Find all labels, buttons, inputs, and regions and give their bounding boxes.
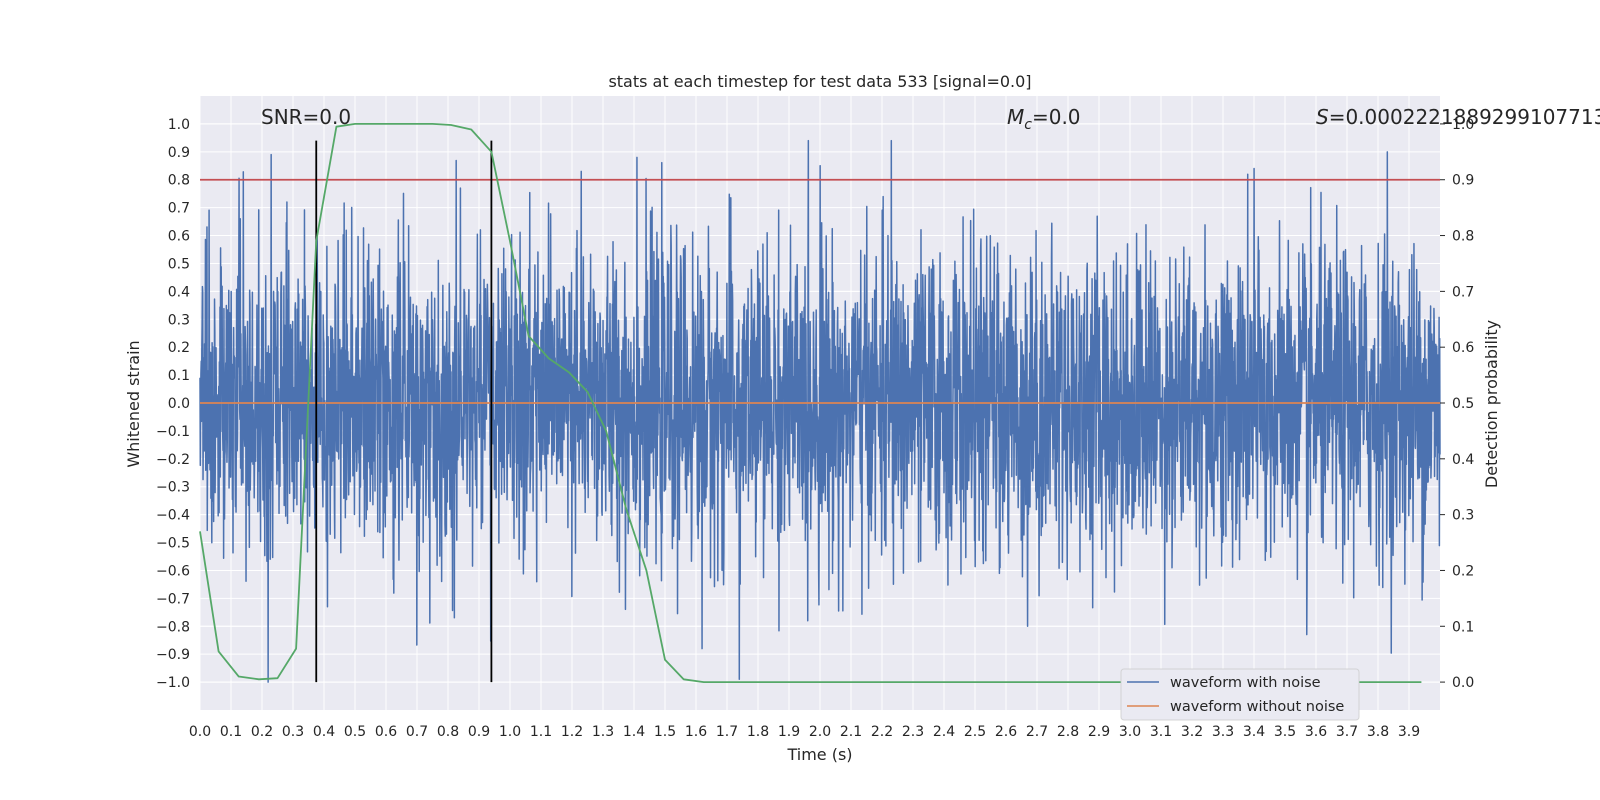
s-symbol: S [1316,105,1329,129]
y2-tick-label: 0.2 [1452,563,1474,579]
y2-tick-label: 0.3 [1452,508,1474,524]
x-tick-label: 0.4 [313,724,335,740]
x-tick-label: 1.9 [778,724,800,740]
y-tick-label: −0.9 [156,647,190,663]
x-tick-label: 2.3 [902,724,924,740]
mc-symbol: M [1007,105,1024,129]
x-tick-label: 1.3 [592,724,614,740]
y-tick-label: 0.5 [168,256,190,272]
y-tick-label: −0.7 [156,591,190,607]
y2-tick-label: 1.0 [1452,117,1474,133]
x-tick-label: 0.8 [437,724,459,740]
x-tick-label: 3.3 [1212,724,1234,740]
mc-subscript: c [1024,117,1032,133]
x-tick-label: 1.8 [747,724,769,740]
y-tick-label: −1.0 [156,675,190,691]
mc-value: =0.0 [1032,105,1081,129]
y2-tick-label: 0.1 [1452,619,1474,635]
y-tick-label: 0.3 [168,312,190,328]
x-tick-label: 0.2 [251,724,273,740]
y2-tick-label: 0.0 [1452,675,1474,691]
x-tick-label: 2.4 [933,724,955,740]
x-tick-label: 3.6 [1305,724,1327,740]
x-tick-label: 2.7 [1026,724,1048,740]
y2-tick-label: 0.9 [1452,173,1474,189]
x-tick-label: 1.4 [623,724,645,740]
y-tick-label: 0.1 [168,368,190,384]
legend-label-clean: waveform without noise [1170,699,1344,715]
x-axis-label: Time (s) [786,745,852,764]
y2-tick-label: 0.6 [1452,340,1474,356]
y-axis-label: Whitened strain [124,340,143,467]
x-tick-label: 1.7 [716,724,738,740]
legend-label-noise: waveform with noise [1170,675,1321,691]
x-tick-label: 2.0 [809,724,831,740]
y-tick-label: 0.8 [168,173,190,189]
legend-box [1120,668,1360,721]
y-tick-label: 0.4 [168,284,190,300]
s-annotation: S=0.00022218892991077134 [1316,105,1600,129]
y-tick-label: 0.7 [168,201,190,217]
x-tick-label: 2.1 [840,724,862,740]
y-tick-label: −0.8 [156,619,190,635]
x-tick-label: 1.5 [654,724,676,740]
x-tick-label: 2.2 [871,724,893,740]
x-tick-label: 0.3 [282,724,304,740]
x-tick-label: 3.4 [1243,724,1265,740]
noise-line [199,139,1441,683]
y2-tick-label: 0.5 [1452,396,1474,412]
x-tick-label: 3.1 [1150,724,1172,740]
y-ticks: 1.0 0.9 0.8 0.7 0.6 0.5 0.4 0.3 0.2 0.1 0.0 −0.1 −0.… [156,117,190,691]
y2-tick-label: 0.7 [1452,284,1474,300]
x-tick-label: 3.0 [1119,724,1141,740]
y2-axis-label: Detection probability [1482,320,1501,488]
x-tick-label: 1.0 [499,724,521,740]
x-tick-label: 3.5 [1274,724,1296,740]
y-tick-label: −0.2 [156,452,190,468]
chart-title: stats at each timestep for test data 533… [608,72,1031,91]
y2-tick-label: 0.8 [1452,229,1474,245]
x-tick-label: 0.7 [406,724,428,740]
y-tick-label: −0.1 [156,424,190,440]
x-tick-label: 3.7 [1336,724,1358,740]
probability-line [199,123,1422,683]
s-value: =0.00022218892991077134 [1329,105,1600,129]
x-ticks: 0.0 0.1 0.2 0.3 0.4 0.5 0.6 0.7 0.8 0.9 1.0 1.1 1.2 1… [189,724,1420,740]
x-tick-label: 1.2 [561,724,583,740]
y-tick-label: −0.5 [156,536,190,552]
x-tick-label: 3.8 [1367,724,1389,740]
x-tick-label: 0.0 [189,724,211,740]
y-tick-label: 0.6 [168,229,190,245]
x-tick-label: 0.1 [220,724,242,740]
x-tick-label: 0.6 [375,724,397,740]
x-tick-label: 2.5 [964,724,986,740]
y-tick-label: 1.0 [168,117,190,133]
y-tick-label: −0.4 [156,508,190,524]
x-tick-label: 3.2 [1181,724,1203,740]
x-tick-label: 3.9 [1398,724,1420,740]
y-tick-label: 0.0 [168,396,190,412]
y2-tick-label: 0.4 [1452,452,1474,468]
x-tick-label: 2.6 [995,724,1017,740]
y-tick-label: −0.6 [156,563,190,579]
y-tick-label: 0.2 [168,340,190,356]
x-tick-label: 2.8 [1057,724,1079,740]
x-tick-label: 1.1 [530,724,552,740]
legend: waveform with noise waveform without noi… [1120,668,1360,721]
x-tick-label: 1.6 [685,724,707,740]
noise-series [199,139,1441,683]
y2-ticks: 1.0 0.9 0.8 0.7 0.6 0.5 0.4 0.3 0.2 0.1 0.0 [1440,117,1474,691]
y-tick-label: 0.9 [168,145,190,161]
y-tick-label: −0.3 [156,480,190,496]
x-tick-label: 0.9 [468,724,490,740]
x-tick-label: 2.9 [1088,724,1110,740]
overlay [199,123,1440,683]
snr-annotation: SNR=0.0 [261,105,351,129]
mc-annotation: Mc=0.0 [1007,105,1081,133]
x-tick-label: 0.5 [344,724,366,740]
